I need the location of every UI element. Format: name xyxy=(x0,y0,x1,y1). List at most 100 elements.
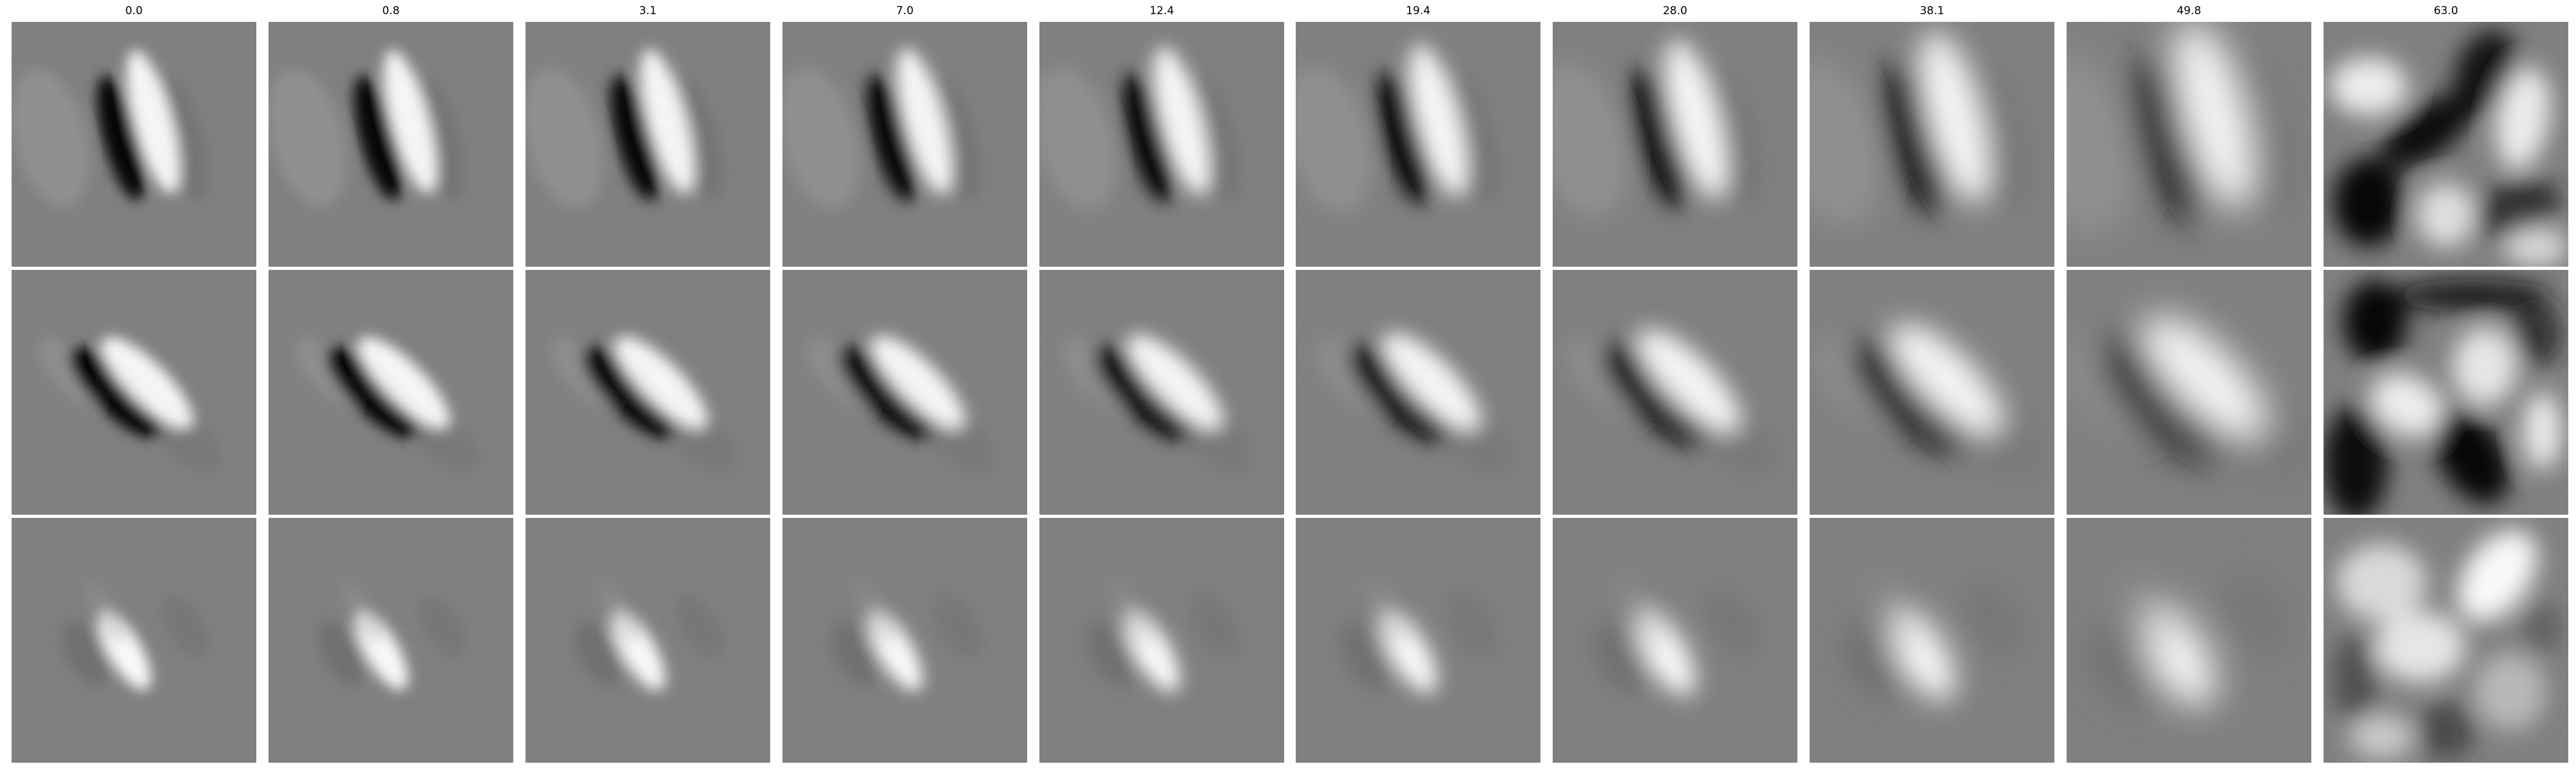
rf-blob xyxy=(2523,602,2562,653)
rf-blob xyxy=(61,621,110,685)
rf-blob xyxy=(1190,593,1240,660)
rf-blob xyxy=(2496,67,2550,170)
rf-blob xyxy=(582,346,675,439)
rf-blob xyxy=(2330,57,2407,115)
column-title: 3.1 xyxy=(639,5,657,17)
rf-blob xyxy=(12,68,90,207)
rf-blob xyxy=(1382,332,1481,431)
filter-panel xyxy=(269,270,513,515)
rf-blob xyxy=(2458,530,2537,622)
filter-panel xyxy=(1553,22,1797,267)
rf-blob xyxy=(1842,621,1907,700)
rf-blob xyxy=(1111,578,1152,644)
column-title: 19.4 xyxy=(1406,5,1430,17)
rf-blob xyxy=(2371,373,2444,437)
filter-panel xyxy=(12,22,256,267)
rf-blob xyxy=(671,74,723,201)
rf-blob xyxy=(1553,63,1627,217)
rf-blob xyxy=(342,580,382,643)
column-title: 49.8 xyxy=(2177,5,2201,17)
rf-blob xyxy=(2417,183,2475,247)
rf-blob xyxy=(2510,302,2562,367)
filter-panel xyxy=(2067,270,2311,515)
rf-blob xyxy=(676,595,724,660)
rf-blob xyxy=(2349,714,2414,759)
rf-blob xyxy=(1349,344,1447,443)
rf-blob xyxy=(1296,66,1372,213)
filter-panel xyxy=(1553,270,1797,515)
filter-panel xyxy=(782,270,1027,515)
filter-panel xyxy=(2324,270,2568,515)
column-title: 0.8 xyxy=(382,5,400,17)
rf-blob xyxy=(2382,95,2472,168)
rf-blob xyxy=(2434,409,2510,504)
filter-panel xyxy=(782,22,1027,267)
filter-panel xyxy=(1810,270,2054,515)
filter-panel xyxy=(526,518,770,763)
rf-blob xyxy=(2473,177,2561,240)
rf-blob xyxy=(2333,157,2404,247)
rf-blob xyxy=(101,337,193,428)
rf-blob xyxy=(871,336,965,429)
rf-blob xyxy=(1637,329,1740,432)
rf-blob xyxy=(2343,280,2407,363)
rf-blob xyxy=(2452,328,2517,405)
filter-panel xyxy=(526,22,770,267)
column-title: 0.0 xyxy=(125,5,143,17)
rf-blob xyxy=(1086,621,1138,688)
filter-panel xyxy=(12,270,256,515)
filter-panel xyxy=(1039,270,1284,515)
rf-blob xyxy=(1340,621,1394,690)
rf-blob xyxy=(598,580,639,643)
rf-blob xyxy=(640,49,695,195)
rf-blob xyxy=(1884,62,1947,213)
rf-blob xyxy=(526,68,603,208)
filter-panel xyxy=(526,270,770,515)
rf-blob xyxy=(896,48,952,195)
rf-blob xyxy=(1890,323,2002,435)
rf-blob xyxy=(1409,44,1468,196)
rf-blob xyxy=(933,594,982,660)
column-title: 38.1 xyxy=(1920,5,1944,17)
rf-blob xyxy=(1446,591,1499,660)
filter-panel xyxy=(1039,518,1284,763)
filter-panel xyxy=(1810,518,2054,763)
rf-blob xyxy=(2523,392,2562,470)
rf-blob xyxy=(354,75,402,200)
rf-blob xyxy=(782,68,860,209)
rf-blob xyxy=(866,74,917,202)
filter-panel xyxy=(2324,518,2568,763)
rf-blob xyxy=(2394,280,2549,312)
rf-blob xyxy=(1704,587,1759,659)
rf-blob xyxy=(97,75,146,200)
rf-blob xyxy=(1127,334,1222,430)
rf-blob xyxy=(2417,701,2475,759)
rf-blob xyxy=(1593,621,1651,694)
rf-blob xyxy=(2333,634,2378,724)
rf-blob xyxy=(2324,405,2388,515)
rf-blob xyxy=(1122,73,1174,203)
rf-blob xyxy=(414,75,464,200)
rf-blob xyxy=(2067,53,2136,236)
rf-blob xyxy=(838,346,932,439)
rf-blob xyxy=(85,580,125,643)
rf-blob xyxy=(326,347,417,438)
filter-panel xyxy=(269,22,513,267)
rf-blob xyxy=(2103,336,2226,459)
rf-blob xyxy=(614,336,707,429)
rf-blob xyxy=(1153,46,1210,195)
rf-blob xyxy=(1185,72,1238,202)
rf-blob xyxy=(1853,339,1965,452)
filter-panel xyxy=(2324,22,2568,267)
rf-blob xyxy=(1619,576,1664,646)
rf-blob xyxy=(2453,30,2516,117)
column-title: 28.0 xyxy=(1663,5,1687,17)
filter-panel xyxy=(1039,22,1284,267)
rf-blob xyxy=(830,621,881,687)
filter-panel xyxy=(1810,22,2054,267)
rf-blob xyxy=(383,50,437,194)
rf-blob xyxy=(2221,572,2290,658)
rf-blob xyxy=(358,337,450,428)
rf-blob xyxy=(2475,653,2546,730)
column-title: 7.0 xyxy=(896,5,914,17)
